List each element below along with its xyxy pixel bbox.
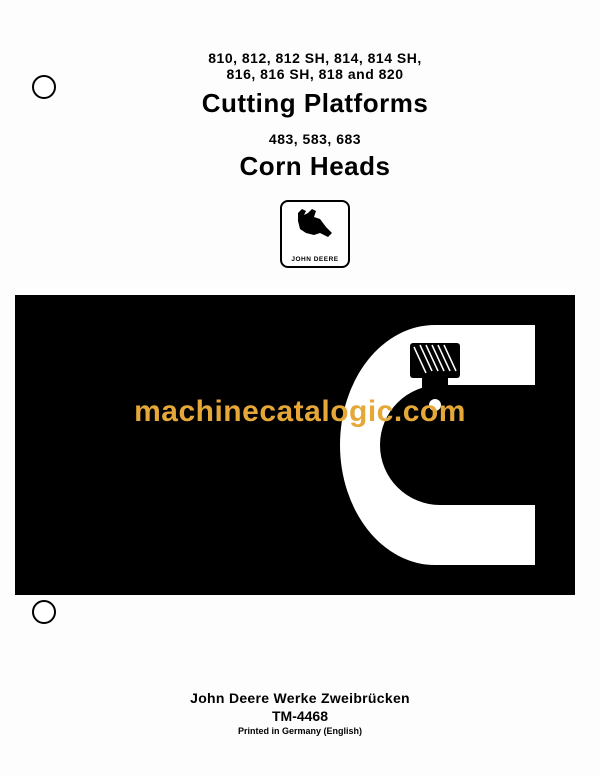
footer-company: John Deere Werke Zweibrücken	[0, 690, 600, 706]
logo-container: JOHN DEERE	[115, 200, 515, 268]
binder-hole	[32, 75, 56, 99]
main-title: Cutting Platforms	[115, 88, 515, 119]
document-page: 810, 812, 812 SH, 814, 814 SH, 816, 816 …	[0, 0, 600, 776]
header-section: 810, 812, 812 SH, 814, 814 SH, 816, 816 …	[15, 15, 575, 268]
model-numbers-line2: 816, 816 SH, 818 and 820	[115, 66, 515, 82]
john-deere-logo: JOHN DEERE	[280, 200, 350, 268]
sub-title: Corn Heads	[115, 151, 515, 182]
deer-icon	[282, 202, 348, 250]
footer-model: TM-4468	[0, 708, 600, 724]
footer-section: John Deere Werke Zweibrücken TM-4468 Pri…	[0, 690, 600, 736]
c-clamp-graphic	[340, 325, 535, 565]
footer-print-info: Printed in Germany (English)	[0, 726, 600, 736]
model-numbers-line1: 810, 812, 812 SH, 814, 814 SH,	[115, 50, 515, 66]
logo-text: JOHN DEERE	[282, 256, 348, 263]
watermark-text: machinecatalogic.com	[134, 395, 466, 429]
binder-hole	[32, 600, 56, 624]
model-numbers-line3: 483, 583, 683	[115, 131, 515, 147]
black-graphic-band	[15, 295, 575, 595]
